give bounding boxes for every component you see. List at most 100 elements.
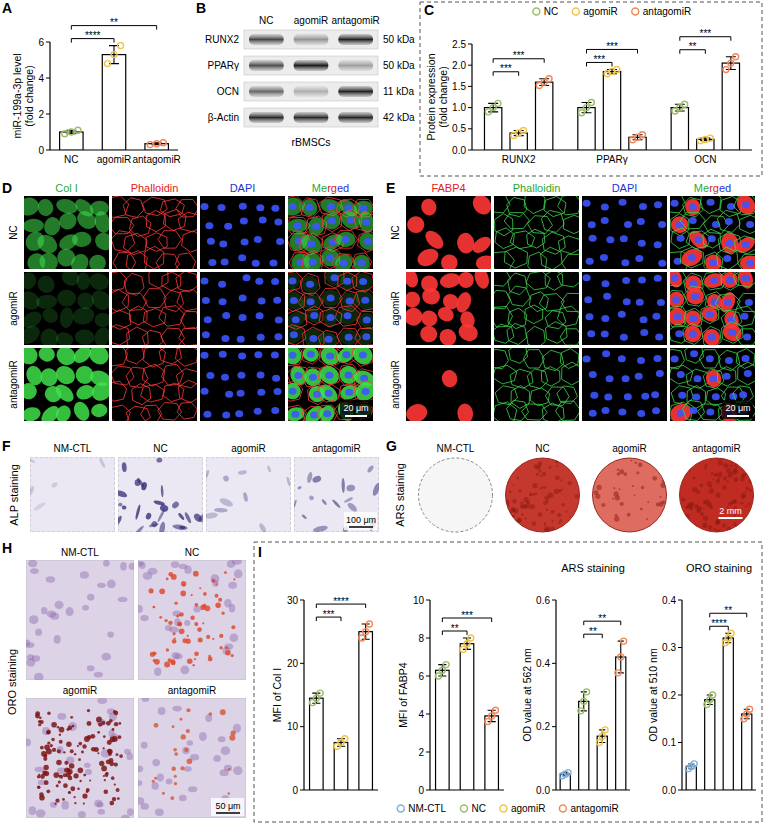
mineral-speck	[646, 518, 648, 520]
image	[30, 457, 115, 532]
mineral-speck	[652, 476, 657, 481]
lipid-droplet	[53, 772, 59, 778]
nucleus	[601, 315, 609, 322]
actin-outline	[504, 213, 529, 229]
blot-band	[338, 34, 373, 45]
protein-label: β-Actin	[208, 112, 239, 123]
nucleus	[238, 254, 246, 261]
nucleus	[239, 314, 247, 321]
bar	[334, 743, 348, 791]
nucleus	[673, 313, 681, 320]
mineral-speck	[702, 523, 707, 528]
data-point	[366, 621, 372, 627]
lipid-droplet	[221, 612, 224, 615]
nucleus	[165, 625, 172, 631]
blot-band	[338, 60, 373, 71]
nucleus	[309, 335, 317, 342]
lipid-droplet	[168, 572, 173, 577]
nucleus	[606, 375, 614, 382]
image	[200, 272, 285, 345]
marker-signal	[306, 215, 326, 237]
mineral-speck	[558, 522, 561, 525]
y-tick-label: 0.2	[662, 690, 676, 701]
lipid-droplet	[172, 639, 177, 644]
panel-letter: C	[424, 2, 434, 18]
stain-blob	[121, 462, 127, 472]
nucleus	[158, 707, 166, 715]
row-label: antagomiR	[8, 360, 19, 408]
lipid-droplet	[52, 748, 56, 752]
error-bar	[618, 641, 624, 673]
protein-label: RUNX2	[205, 34, 239, 45]
nucleus	[694, 236, 702, 243]
mineral-speck	[534, 464, 539, 469]
marker-signal	[440, 368, 459, 389]
data-point	[615, 670, 621, 676]
lipid-droplet	[72, 725, 75, 728]
nucleus	[272, 375, 280, 382]
actin-outline	[494, 365, 517, 384]
stain-blob	[122, 506, 127, 510]
actin-outline	[545, 272, 563, 290]
y-tick-label: 10	[413, 595, 425, 606]
well	[593, 458, 667, 532]
nucleus	[155, 809, 164, 816]
mineral-speck	[513, 508, 518, 513]
lipid-droplet	[62, 798, 65, 801]
nucleus	[742, 241, 750, 248]
image	[582, 272, 667, 345]
panel-letter: I	[258, 544, 262, 560]
marker-signal	[74, 329, 95, 345]
lipid-droplet	[112, 736, 118, 742]
lipid-droplet	[190, 616, 194, 620]
lipid-droplet	[172, 725, 175, 728]
nucleus	[744, 370, 752, 377]
actin-outline	[317, 405, 338, 421]
stain-blob	[157, 508, 166, 522]
bar	[671, 108, 688, 150]
scale-bar	[727, 415, 749, 417]
mineral-speck	[735, 466, 737, 468]
mineral-speck	[551, 510, 555, 514]
group-label: NM-CTL	[61, 547, 99, 558]
nucleus	[222, 312, 230, 319]
lipid-droplet	[116, 788, 120, 792]
lipid-droplet	[78, 758, 81, 761]
lipid-droplet	[153, 651, 157, 655]
marker-signal	[733, 233, 755, 256]
nucleus	[257, 334, 265, 341]
row-label: agomiR	[8, 291, 19, 325]
marker-signal	[52, 381, 77, 405]
image-background	[138, 698, 246, 818]
lipid-droplet	[180, 766, 184, 770]
lipid-droplet	[159, 616, 162, 619]
nucleus	[269, 260, 277, 267]
marker-signal	[418, 323, 440, 344]
mineral-speck	[722, 524, 726, 528]
mineral-speck	[726, 527, 731, 532]
lipid-droplet	[82, 744, 86, 748]
blot-strip	[244, 30, 378, 49]
mineral-speck	[707, 481, 712, 486]
marker-signal	[435, 304, 456, 324]
mineral-speck	[659, 501, 664, 506]
lipid-droplet	[219, 646, 222, 649]
actin-outline	[146, 210, 165, 231]
data-point	[728, 60, 734, 66]
nucleus	[708, 334, 716, 341]
lipid-droplet	[108, 749, 113, 754]
nucleus	[187, 740, 193, 746]
x-tick-label: agomiR	[97, 154, 131, 165]
mineral-speck	[705, 464, 708, 467]
scale-bar-patch	[340, 400, 371, 419]
nucleus	[623, 298, 631, 305]
stain-blob	[294, 499, 298, 511]
marker-signal	[469, 233, 491, 256]
mineral-speck	[575, 494, 579, 498]
size-label: 50 kDa	[383, 34, 415, 45]
nucleus	[639, 203, 647, 210]
actin-outline	[670, 402, 693, 421]
nucleus	[82, 605, 89, 611]
lipid-droplet	[111, 776, 115, 780]
lane-label: agomiR	[294, 15, 328, 26]
